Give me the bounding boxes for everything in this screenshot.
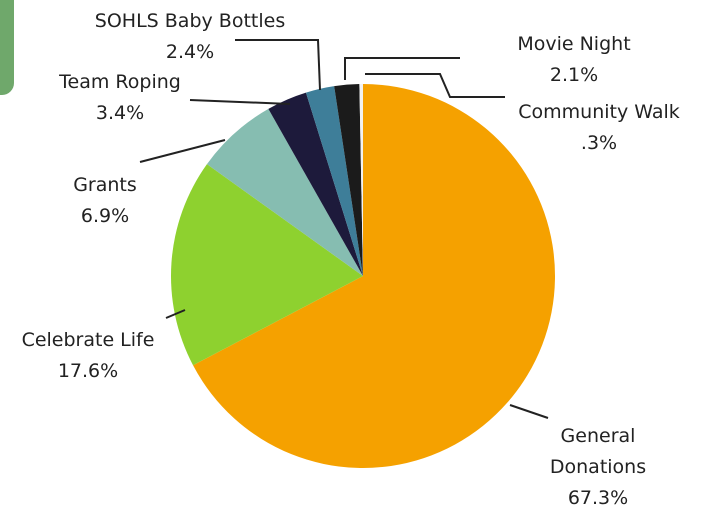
pie-slice xyxy=(206,108,363,277)
slice-name: Grants xyxy=(73,174,137,196)
pie-slice xyxy=(334,84,363,276)
slice-label: Grants 6.9% xyxy=(45,170,165,232)
slice-name: General Donations xyxy=(549,425,647,478)
slice-percent: 17.6% xyxy=(57,360,119,382)
slice-percent: 2.4% xyxy=(165,41,215,63)
slice-name: Celebrate Life xyxy=(21,329,155,351)
slice-label: SOHLS Baby Bottles 2.4% xyxy=(70,6,310,68)
slice-percent: 67.3% xyxy=(567,487,629,509)
leader-line xyxy=(344,57,460,80)
slice-percent: .3% xyxy=(580,132,618,154)
pie-slice xyxy=(193,84,555,468)
slice-name: Community Walk xyxy=(518,101,680,123)
leader-line xyxy=(235,39,321,91)
slice-percent: 3.4% xyxy=(95,102,145,124)
slice-name: Movie Night xyxy=(517,33,631,55)
slice-label: Movie Night 2.1% xyxy=(499,29,649,91)
leader-line xyxy=(365,73,505,98)
slice-percent: 6.9% xyxy=(80,205,130,227)
leader-line xyxy=(509,404,549,419)
pie-slice xyxy=(305,86,363,276)
pie-slice xyxy=(170,164,363,366)
slice-label: Celebrate Life 17.6% xyxy=(3,325,173,387)
pie-slice xyxy=(359,84,363,276)
slice-label: General Donations 67.3% xyxy=(518,421,678,514)
leader-line xyxy=(139,139,226,163)
slice-name: SOHLS Baby Bottles xyxy=(94,10,286,32)
slice-name: Team Roping xyxy=(59,71,181,93)
slice-label: Team Roping 3.4% xyxy=(40,67,200,129)
leader-line xyxy=(189,99,291,105)
slice-percent: 2.1% xyxy=(549,64,599,86)
pie-slice xyxy=(268,92,363,276)
leader-line xyxy=(165,309,186,319)
decor-tab xyxy=(0,0,14,95)
slice-label: Community Walk .3% xyxy=(499,97,699,159)
